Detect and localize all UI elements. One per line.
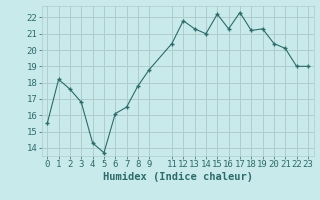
X-axis label: Humidex (Indice chaleur): Humidex (Indice chaleur) <box>103 172 252 182</box>
